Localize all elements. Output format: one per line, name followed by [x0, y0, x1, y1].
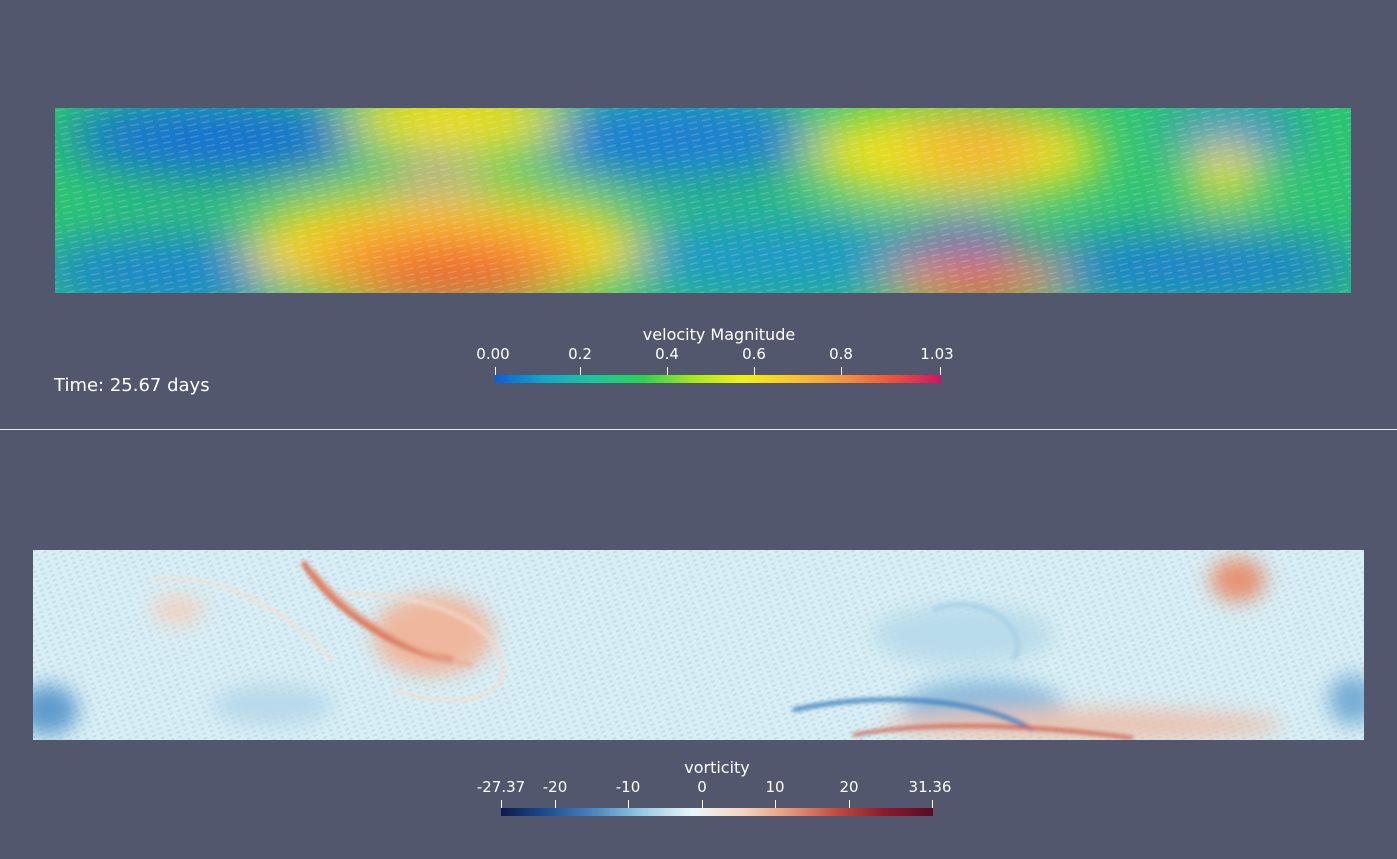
vorticity-field-plot[interactable]: [33, 550, 1364, 740]
time-annotation: Time: 25.67 days: [54, 375, 210, 396]
velocity-colorbar-tick: [580, 367, 581, 378]
viewport-divider[interactable]: [0, 429, 1397, 430]
vorticity-colorbar-tick-label: 20: [839, 778, 859, 796]
velocity-colorbar-tick: [495, 367, 496, 378]
velocity-colorbar-tick-label: 0.6: [742, 345, 766, 363]
velocity-colorbar-tick: [754, 367, 755, 378]
vorticity-colorbar-tick: [702, 800, 703, 811]
vorticity-colorbar-tick: [501, 800, 502, 811]
velocity-colorbar-min-label: 0.00: [476, 345, 510, 363]
velocity-viewport[interactable]: velocity Magnitude 0.00 0.2 0.4 0.6 0.8 …: [0, 0, 1397, 429]
vorticity-colorbar-tick-label: -20: [542, 778, 568, 796]
vorticity-colorbar-tick: [849, 800, 850, 811]
vorticity-colorbar-tick: [555, 800, 556, 811]
vorticity-colorbar-max-label: 31.36: [908, 778, 952, 796]
velocity-colorbar-tick: [667, 367, 668, 378]
velocity-colorbar-tick-label: 0.4: [655, 345, 679, 363]
vorticity-colorbar-tick-label: 0: [697, 778, 707, 796]
vorticity-colorbar-min-label: -27.37: [476, 778, 526, 796]
vorticity-colorbar-gradient: [501, 808, 933, 816]
vorticity-colorbar-title: vorticity: [684, 758, 750, 777]
vorticity-colorbar-tick: [932, 800, 933, 811]
velocity-colorbar-tick: [841, 367, 842, 378]
vorticity-colorbar-tick-label: -10: [615, 778, 641, 796]
vorticity-colorbar-tick-label: 10: [765, 778, 785, 796]
vorticity-colorbar-tick: [628, 800, 629, 811]
velocity-colorbar-tick-label: 0.8: [829, 345, 853, 363]
velocity-colorbar-tick-label: 0.2: [568, 345, 592, 363]
velocity-colorbar-tick: [940, 367, 941, 378]
vorticity-colorbar-tick: [775, 800, 776, 811]
vorticity-viewport[interactable]: vorticity -27.37 -20 -10 0 10 20 31.36: [0, 430, 1397, 859]
velocity-colorbar-max-label: 1.03: [920, 345, 954, 363]
velocity-colorbar-gradient: [495, 375, 941, 383]
velocity-colorbar-title: velocity Magnitude: [642, 325, 796, 344]
velocity-glyph-field[interactable]: [55, 108, 1351, 293]
